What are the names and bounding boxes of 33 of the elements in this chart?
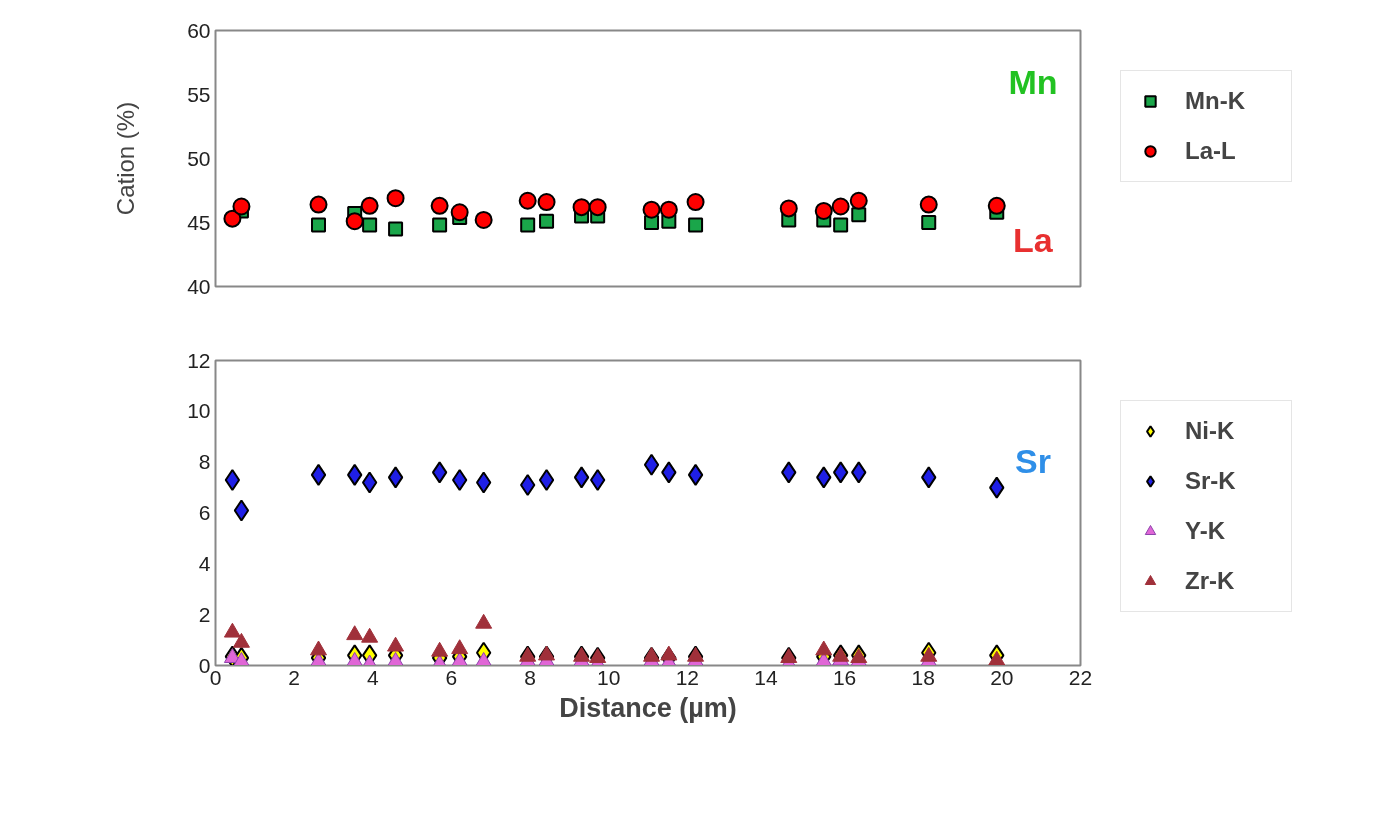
y-tick-label: 45 — [187, 210, 211, 234]
x-axis-title: Distance (µm) — [559, 692, 737, 723]
y-tick-label: 10 — [187, 399, 211, 423]
x-tick-label: 10 — [597, 665, 621, 689]
y-tick-label: 50 — [187, 146, 211, 170]
x-tick-label: 4 — [366, 665, 379, 689]
x-tick-label: 8 — [524, 665, 536, 689]
y-tick-label: 8 — [198, 450, 211, 474]
legend-label: Zr-K — [1185, 567, 1236, 595]
annotation: Mn — [1008, 62, 1058, 101]
x-tick-label: 22 — [1068, 665, 1093, 689]
y-tick-label: 2 — [198, 602, 211, 626]
y-tick-label: 60 — [187, 18, 211, 42]
y-axis-title: Cation (%) — [112, 101, 140, 216]
legend-label: La-L — [1185, 137, 1237, 165]
legend-label: Sr-K — [1185, 467, 1237, 495]
y-tick-label: 4 — [198, 551, 211, 575]
x-tick-label: 2 — [288, 665, 300, 689]
x-tick-label: 14 — [754, 665, 778, 689]
legend-label: Y-K — [1185, 517, 1226, 545]
y-tick-label: 6 — [198, 501, 211, 524]
y-tick-label: 55 — [187, 82, 211, 106]
legend-label: Ni-K — [1185, 417, 1236, 445]
annotation: Sr — [1014, 442, 1051, 481]
legend-label: Mn-K — [1185, 87, 1246, 115]
y-tick-label: 40 — [187, 274, 211, 298]
x-tick-label: 16 — [832, 665, 857, 689]
x-tick-label: 20 — [990, 665, 1014, 689]
x-tick-label: 6 — [445, 665, 458, 689]
annotation: La — [1013, 221, 1054, 260]
x-tick-label: 12 — [675, 665, 699, 689]
y-tick-label: 12 — [187, 348, 211, 372]
x-tick-label: 18 — [911, 665, 935, 689]
